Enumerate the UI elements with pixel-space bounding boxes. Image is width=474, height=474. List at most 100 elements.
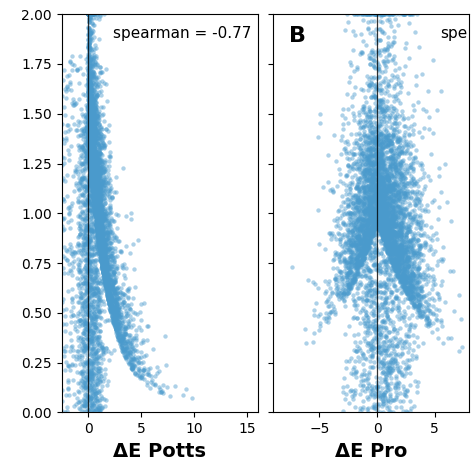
Point bbox=[400, 284, 408, 292]
Point bbox=[91, 95, 99, 102]
Point bbox=[381, 117, 388, 125]
Point bbox=[91, 154, 99, 161]
Point bbox=[351, 172, 358, 179]
Point bbox=[371, 227, 378, 234]
Point bbox=[78, 408, 86, 415]
Point bbox=[374, 157, 381, 165]
Point bbox=[85, 280, 92, 288]
Point bbox=[391, 256, 398, 264]
Point bbox=[96, 226, 104, 233]
Point bbox=[413, 177, 420, 185]
Point bbox=[94, 129, 101, 137]
Point bbox=[408, 351, 415, 358]
Point bbox=[92, 389, 100, 397]
Point bbox=[103, 264, 110, 272]
Point bbox=[366, 29, 374, 36]
Point bbox=[92, 242, 100, 250]
Point bbox=[85, 118, 93, 126]
Point bbox=[85, 130, 93, 137]
Point bbox=[79, 209, 87, 217]
Point bbox=[86, 153, 94, 161]
Point bbox=[87, 143, 94, 150]
Point bbox=[118, 338, 125, 346]
Point bbox=[84, 141, 92, 149]
Point bbox=[100, 256, 108, 264]
Point bbox=[97, 150, 105, 158]
Point bbox=[96, 237, 104, 245]
Point bbox=[383, 230, 391, 238]
Point bbox=[410, 206, 418, 213]
Point bbox=[81, 390, 88, 398]
Point bbox=[408, 10, 415, 18]
Point bbox=[102, 268, 109, 275]
Point bbox=[107, 293, 114, 301]
Point bbox=[106, 222, 113, 230]
Point bbox=[86, 115, 94, 123]
Point bbox=[89, 157, 96, 165]
Point bbox=[96, 333, 103, 341]
Point bbox=[90, 177, 98, 184]
Point bbox=[377, 173, 385, 181]
Point bbox=[100, 267, 107, 275]
Point bbox=[92, 114, 100, 122]
Point bbox=[409, 275, 417, 283]
Point bbox=[88, 150, 96, 158]
Point bbox=[114, 330, 122, 337]
Point bbox=[88, 155, 95, 163]
Point bbox=[89, 185, 96, 193]
Point bbox=[100, 272, 108, 280]
Point bbox=[99, 264, 107, 271]
Point bbox=[375, 153, 383, 161]
Point bbox=[385, 210, 393, 217]
Point bbox=[87, 145, 94, 153]
Point bbox=[86, 386, 94, 393]
Point bbox=[94, 219, 101, 227]
Point bbox=[88, 167, 95, 175]
Point bbox=[84, 109, 92, 117]
Point bbox=[89, 152, 96, 159]
Point bbox=[394, 384, 401, 392]
Point bbox=[87, 141, 94, 148]
Point bbox=[381, 216, 388, 223]
Point bbox=[88, 119, 95, 127]
Point bbox=[74, 299, 82, 306]
Point bbox=[458, 344, 465, 351]
Point bbox=[85, 118, 93, 125]
Point bbox=[87, 155, 95, 163]
Point bbox=[339, 106, 346, 113]
Point bbox=[97, 159, 105, 166]
Point bbox=[368, 157, 375, 165]
Point bbox=[93, 193, 101, 201]
Point bbox=[378, 105, 386, 113]
Point bbox=[356, 228, 364, 235]
Point bbox=[374, 185, 382, 193]
Point bbox=[357, 237, 365, 244]
Point bbox=[343, 186, 350, 194]
Point bbox=[83, 319, 91, 326]
Point bbox=[90, 305, 98, 313]
Point bbox=[365, 269, 373, 276]
Point bbox=[106, 262, 114, 269]
Point bbox=[388, 219, 396, 227]
Point bbox=[97, 198, 104, 205]
Point bbox=[367, 215, 374, 223]
Point bbox=[124, 301, 131, 309]
Point bbox=[385, 235, 393, 242]
Point bbox=[410, 175, 417, 183]
Point bbox=[89, 300, 97, 308]
Point bbox=[97, 211, 105, 219]
Point bbox=[89, 148, 97, 155]
Point bbox=[106, 182, 113, 189]
Point bbox=[171, 382, 178, 390]
Point bbox=[100, 274, 108, 282]
Point bbox=[79, 300, 87, 307]
Point bbox=[89, 251, 96, 258]
Point bbox=[360, 201, 367, 209]
Point bbox=[369, 151, 376, 159]
Point bbox=[371, 248, 378, 256]
Point bbox=[375, 208, 383, 216]
Point bbox=[100, 374, 108, 382]
Point bbox=[368, 224, 376, 232]
Point bbox=[350, 145, 357, 152]
Point bbox=[91, 131, 99, 139]
